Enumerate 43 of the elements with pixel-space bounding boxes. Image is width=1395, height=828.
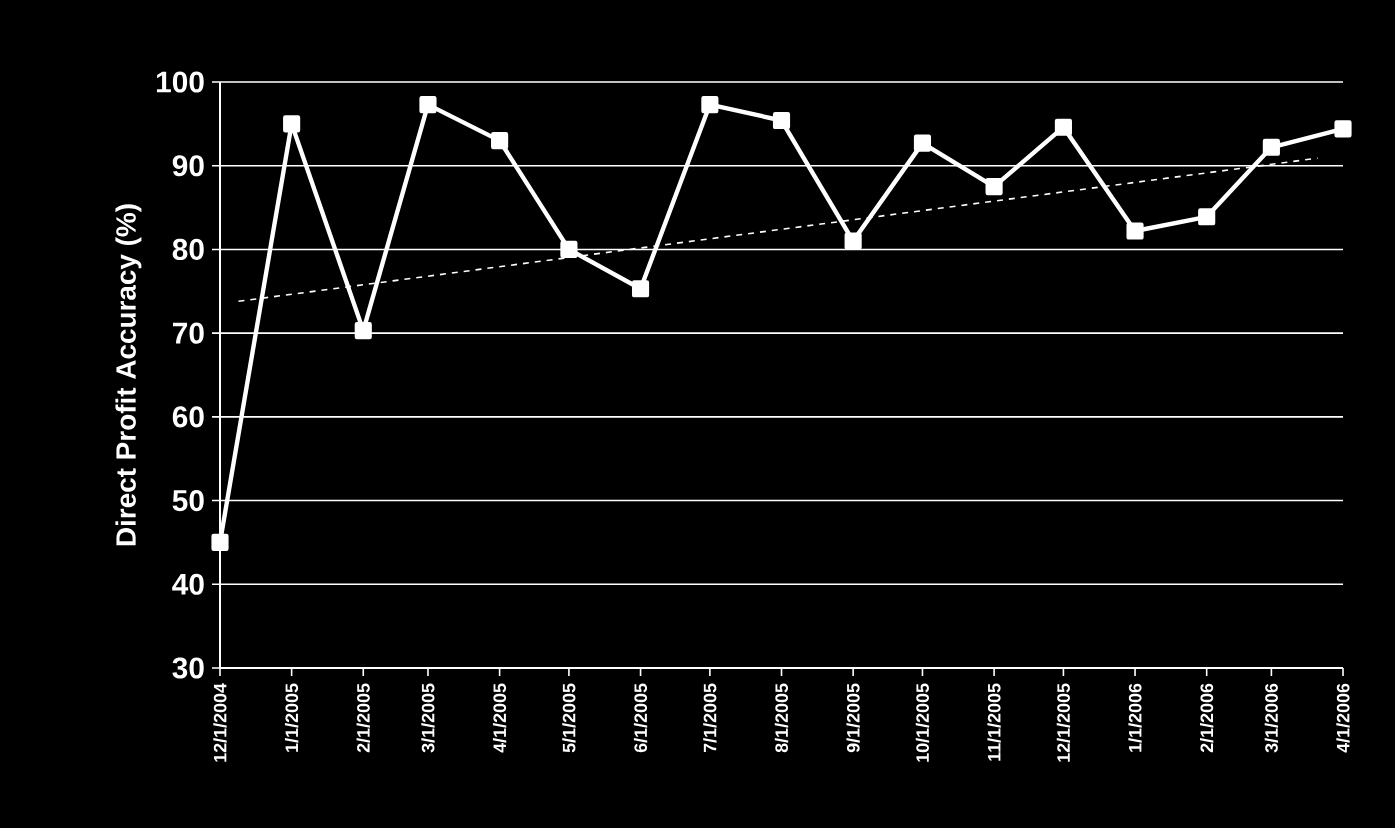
x-tick-label: 2/1/2005 [356,683,370,753]
x-tick-label: 9/1/2005 [846,683,860,753]
point [560,240,578,258]
x-tick-label: 10/1/2005 [915,683,930,762]
y-tick-label: 30 [172,657,204,679]
x-tick-label: 11/1/2005 [987,683,1001,761]
x-tick-label: 3/1/2006 [1264,683,1279,753]
point [1126,222,1144,240]
x-tick-label: 1/1/2006 [1128,683,1142,752]
point [283,115,301,133]
x-tick-label: 3/1/2005 [421,683,435,753]
y-tick-label: 90 [172,155,204,177]
y-tick-label: 80 [172,238,204,260]
x-tick-label: 4/1/2006 [1336,683,1350,753]
x-tick-label: 2/1/2006 [1200,683,1214,753]
point [913,134,932,152]
point [1198,208,1216,226]
y-tick-label: 100 [156,71,204,93]
point [419,96,437,114]
point [701,96,719,114]
y-tick-label: 50 [172,489,204,512]
x-tick-label: 12/1/2004 [213,683,227,762]
point [1262,138,1280,156]
x-tick-label: 12/1/2005 [1056,683,1071,762]
point [844,232,862,250]
point [354,322,372,340]
point [1054,118,1072,136]
x-tick-label: 6/1/2005 [633,683,648,753]
y-tick-label: 40 [172,573,204,595]
y-tick-label: 70 [173,322,204,344]
y-axis-title: Direct Profit Accuracy (%) [115,204,142,546]
point [1334,120,1352,138]
point [211,533,229,551]
point [491,132,509,150]
point [772,111,791,130]
point [631,280,650,298]
point [985,178,1003,196]
x-tick-label: 1/1/2005 [284,683,299,752]
x-tick-label: 5/1/2005 [562,683,576,753]
x-tick-label: 8/1/2005 [774,683,789,753]
x-tick-label: 7/1/2005 [703,683,717,753]
y-tick-label: 60 [172,406,204,428]
x-tick-label: 4/1/2005 [492,683,507,753]
